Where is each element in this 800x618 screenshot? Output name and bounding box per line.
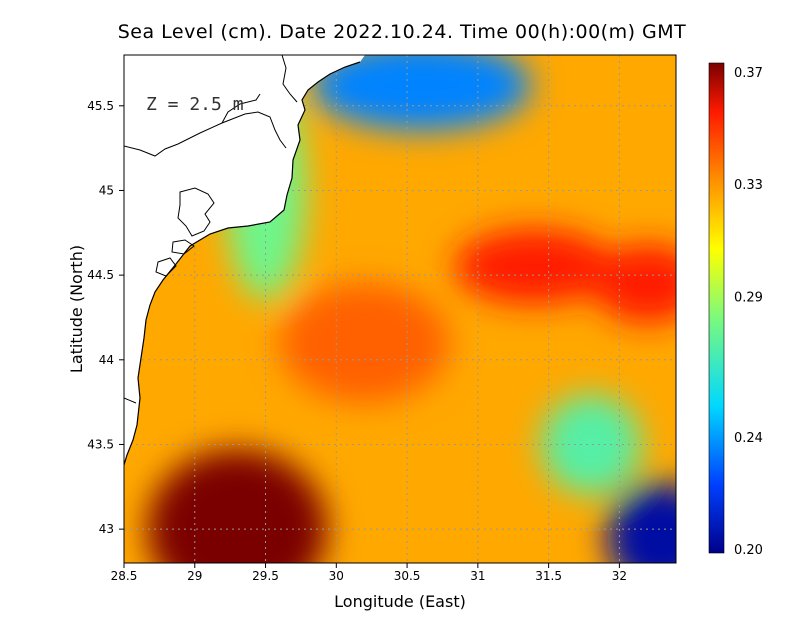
x-tick-label: 31.5 <box>535 569 562 583</box>
x-axis-ticks: 28.5 29 29.5 30 30.5 31 31.5 32 <box>111 563 627 583</box>
colorbar-tick-label: 0.20 <box>734 543 763 558</box>
y-tick-label: 43.5 <box>87 437 114 451</box>
field-feature <box>606 482 676 563</box>
land-area <box>124 55 365 465</box>
inland-lines <box>124 55 298 404</box>
plot-frame <box>123 54 677 564</box>
field-feature <box>541 394 642 495</box>
y-axis-label: Latitude (North) <box>67 245 86 373</box>
colorbar-tick-label: 0.37 <box>734 66 763 81</box>
y-axis-ticks: 43 43.5 44 44.5 45 45.5 <box>87 99 124 536</box>
y-tick-label: 43 <box>99 522 114 536</box>
x-tick-label: 29.5 <box>252 569 279 583</box>
x-tick-label: 31 <box>470 569 485 583</box>
field-feature <box>454 228 615 305</box>
colorbar-tick-label: 0.29 <box>734 290 763 305</box>
colorbar-tick-label: 0.24 <box>734 431 763 446</box>
colorbar-tick-label: 0.33 <box>734 178 763 193</box>
field-feature <box>311 55 532 131</box>
y-tick-label: 44 <box>99 353 114 367</box>
colorbar-ticks: 0.20 0.24 0.29 0.33 0.37 <box>734 66 763 558</box>
field-feature <box>147 449 328 563</box>
field-feature <box>592 243 676 324</box>
field-feature <box>279 282 450 403</box>
sea-level-field <box>124 55 676 563</box>
x-tick-label: 32 <box>612 569 627 583</box>
y-tick-label: 45 <box>99 183 114 197</box>
y-tick-label: 44.5 <box>87 268 114 282</box>
y-tick-label: 45.5 <box>87 99 114 113</box>
colorbar <box>708 62 725 554</box>
chart-title: Sea Level (cm). Date 2022.10.24. Time 00… <box>118 21 687 43</box>
depth-annotation: Z = 2.5 m <box>146 94 244 115</box>
coastline <box>124 61 361 466</box>
x-tick-label: 30 <box>329 569 344 583</box>
x-axis-label: Longitude (East) <box>334 592 466 611</box>
x-tick-label: 29 <box>187 569 202 583</box>
x-tick-label: 28.5 <box>111 569 138 583</box>
x-tick-label: 30.5 <box>394 569 421 583</box>
